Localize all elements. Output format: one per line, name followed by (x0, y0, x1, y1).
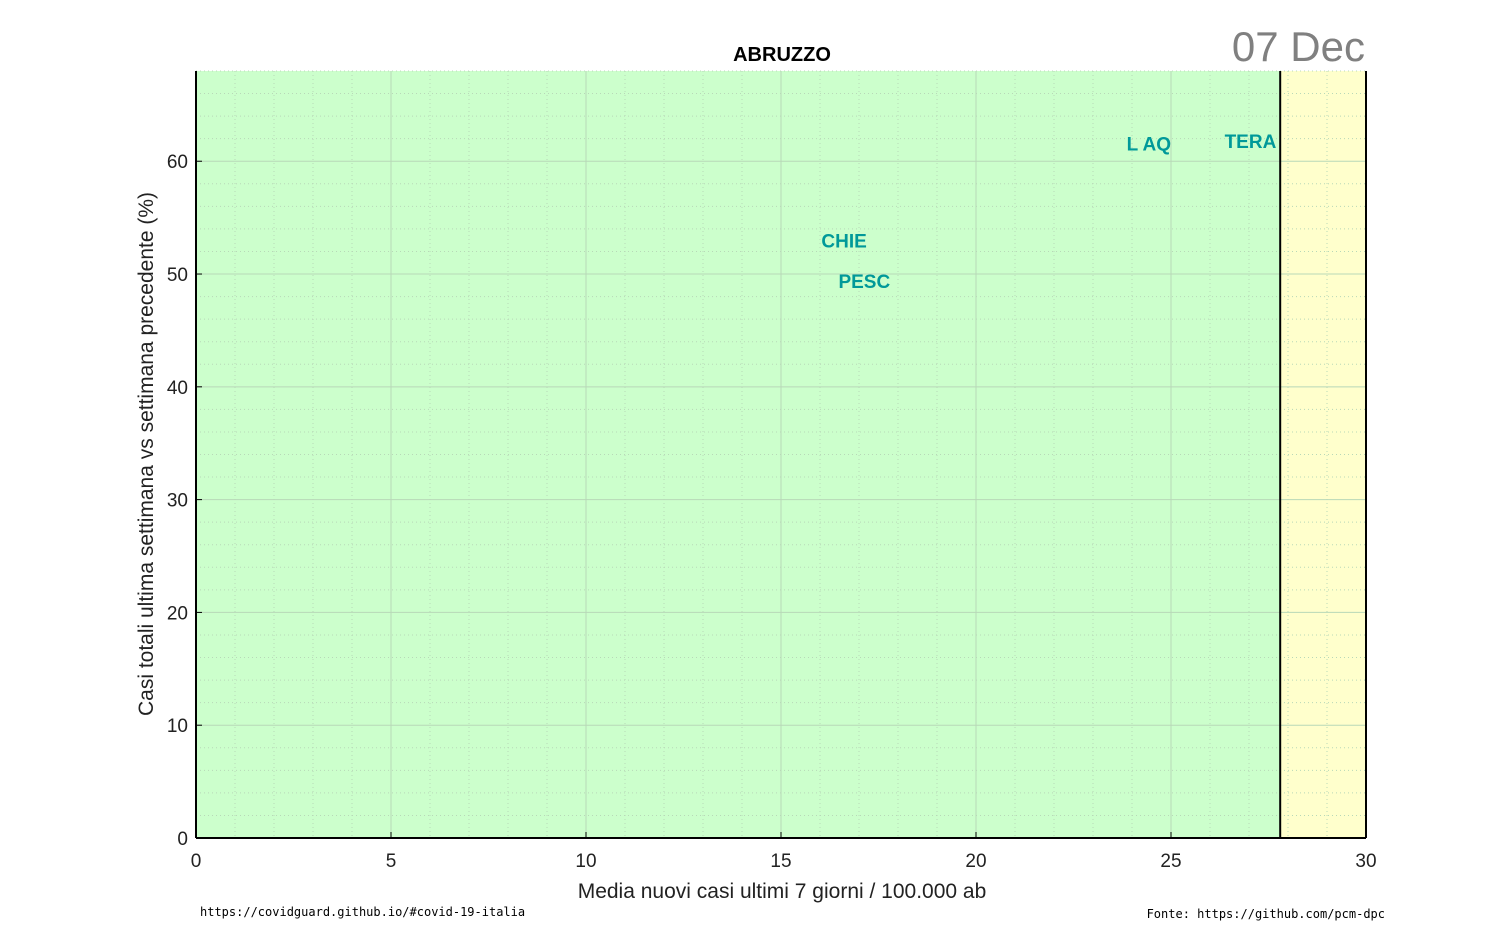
ticks-layer: 0 5 10 15 20 25 30 0 10 20 30 40 50 60 (167, 152, 1377, 872)
x-tick-label: 20 (965, 851, 986, 872)
point-label-pesc: PESC (838, 272, 890, 293)
footer-left-url: https://covidguard.github.io/#covid-19-i… (200, 905, 525, 919)
points-layer: L AQ TERA CHIE PESC (821, 132, 1276, 293)
point-label-tera: TERA (1225, 132, 1277, 153)
x-tick-label: 0 (191, 851, 202, 872)
chart-title: ABRUZZO (733, 44, 831, 66)
zone-green (196, 71, 1281, 838)
y-tick-label: 10 (167, 716, 188, 737)
x-axis-label: Media nuovi casi ultimi 7 giorni / 100.0… (578, 880, 987, 903)
y-tick-label: 40 (167, 378, 188, 399)
x-tick-label: 25 (1160, 851, 1181, 872)
x-tick-label: 30 (1355, 851, 1376, 872)
y-tick-label: 0 (177, 829, 188, 850)
point-label-l-aq: L AQ (1127, 134, 1171, 155)
footer-right-source: Fonte: https://github.com/pcm-dpc (1147, 907, 1385, 921)
y-tick-label: 20 (167, 603, 188, 624)
x-tick-label: 5 (386, 851, 397, 872)
y-axis-label: Casi totali ultima settimana vs settiman… (135, 192, 158, 716)
y-tick-label: 60 (167, 152, 188, 173)
point-label-chie: CHIE (821, 231, 866, 252)
x-tick-label: 10 (575, 851, 596, 872)
y-tick-label: 30 (167, 491, 188, 512)
y-tick-label: 50 (167, 265, 188, 286)
date-label: 07 Dec (1232, 23, 1365, 70)
x-tick-label: 15 (770, 851, 791, 872)
zone-yellow (1280, 71, 1366, 838)
